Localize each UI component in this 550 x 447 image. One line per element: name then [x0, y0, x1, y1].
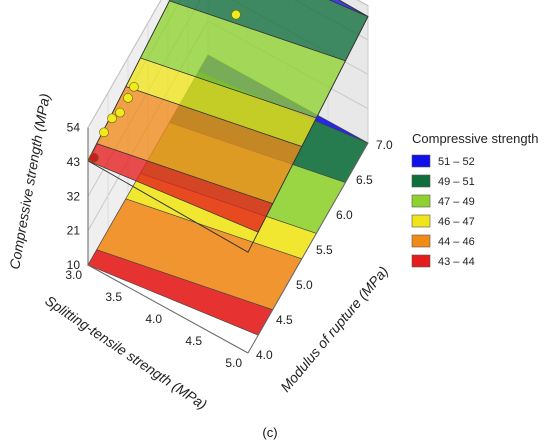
legend-label: 46 – 47	[438, 216, 475, 228]
data-point	[123, 93, 133, 103]
y-tick-label: 4.0	[256, 348, 273, 362]
x-tick-label: 3.0	[65, 268, 82, 282]
y-tick-label: 4.5	[276, 313, 293, 327]
x-tick-label: 5.0	[225, 356, 242, 370]
y-tick-label: 6.0	[336, 208, 353, 222]
z-tick-label: 10	[67, 258, 81, 272]
legend-swatch	[411, 154, 431, 168]
data-point	[107, 113, 117, 124]
legend-swatch	[411, 254, 431, 268]
x-tick-label: 4.0	[145, 312, 162, 326]
x-axis-line	[87, 264, 249, 354]
z-tick-label: 54	[67, 121, 81, 135]
y-tick-label: 7.0	[376, 138, 393, 152]
legend-title: Compressive strength	[412, 131, 538, 146]
data-points	[89, 9, 241, 163]
legend-label: 43 – 44	[438, 256, 475, 268]
z-gridline	[87, 0, 369, 128]
legend-label: 49 – 51	[438, 176, 475, 188]
legend-label: 47 – 49	[438, 196, 475, 208]
legend-swatch	[411, 234, 431, 248]
surface-outline	[87, 0, 369, 253]
y-axis-title: Modulus of rupture (MPa)	[277, 263, 391, 395]
z-tick-label: 32	[67, 189, 81, 203]
y-tick-label: 5.5	[316, 243, 333, 257]
y-tick-label: 6.5	[356, 173, 373, 187]
legend-swatch	[411, 174, 431, 188]
data-point	[89, 152, 99, 163]
panel-label: (c)	[262, 425, 277, 440]
y-axis-line	[247, 142, 369, 354]
data-point	[115, 107, 125, 118]
data-point	[231, 9, 241, 20]
x-axis-title: Splitting-tensile strength (MPa)	[42, 292, 210, 412]
z-tick-label: 21	[67, 224, 81, 238]
response-surface	[87, 0, 369, 253]
legend-swatch	[411, 214, 431, 228]
legend-label: 51 – 52	[438, 156, 475, 168]
surface-band	[328, 0, 369, 17]
x-tick-label: 3.5	[105, 290, 122, 304]
y-tick-label: 5.0	[296, 278, 313, 292]
x-tick-label: 4.5	[185, 334, 202, 348]
legend-swatch	[411, 194, 431, 208]
legend: Compressive strength 51 – 52 49 – 51 47 – …	[411, 131, 538, 268]
data-point	[129, 82, 139, 92]
data-point	[99, 127, 109, 138]
z-axis-title: Compressive strength (MPa)	[6, 92, 53, 270]
legend-label: 44 – 46	[438, 236, 475, 248]
axes: 10 21 32 43 54 3.0 3.5 4.0 4.5 5.0 4.0 4.5 5.0 5.5 6.0…	[65, 121, 393, 370]
z-tick-label: 43	[67, 155, 81, 169]
